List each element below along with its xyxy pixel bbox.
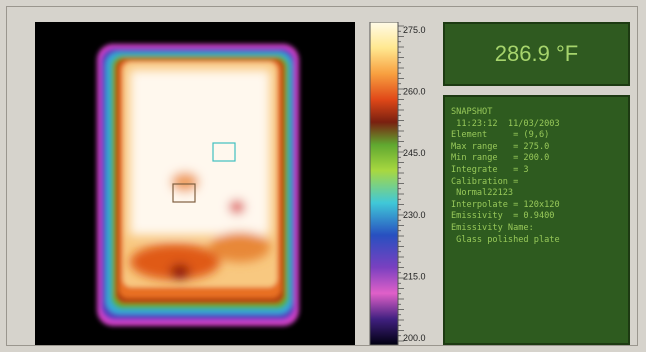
scale-label: 230.0	[403, 210, 426, 220]
info-line: Calibration =	[451, 177, 624, 189]
temperature-display: 286.9 °F	[443, 22, 630, 86]
info-line: Emissivity = 0.9400	[451, 211, 624, 223]
info-line: Min range = 200.0	[451, 153, 624, 165]
scale-label: 275.0	[403, 25, 426, 35]
scale-label: 200.0	[403, 333, 426, 343]
info-line: Element = (9,6)	[451, 130, 624, 142]
scale-bar	[370, 22, 398, 345]
info-line: Max range = 275.0	[451, 142, 624, 154]
color-scale: 275.0 260.0 245.0 230.0 215.0 200.0	[368, 22, 434, 345]
info-line: Integrate = 3	[451, 165, 624, 177]
info-line: 11:23:12 11/03/2003	[451, 119, 624, 131]
info-line: Glass polished plate	[451, 235, 624, 247]
info-line: Interpolate = 120x120	[451, 200, 624, 212]
scale-label: 245.0	[403, 148, 426, 158]
info-line: Normal22123	[451, 188, 624, 200]
app-window: 275.0260.0245.0230.0215.0200.0 286.9 °F …	[0, 0, 646, 352]
scale-label: 215.0	[403, 271, 426, 281]
info-line: SNAPSHOT	[451, 107, 624, 119]
thermal-image	[35, 22, 355, 345]
info-line: Emissivity Name:	[451, 223, 624, 235]
scale-label: 260.0	[403, 87, 426, 97]
